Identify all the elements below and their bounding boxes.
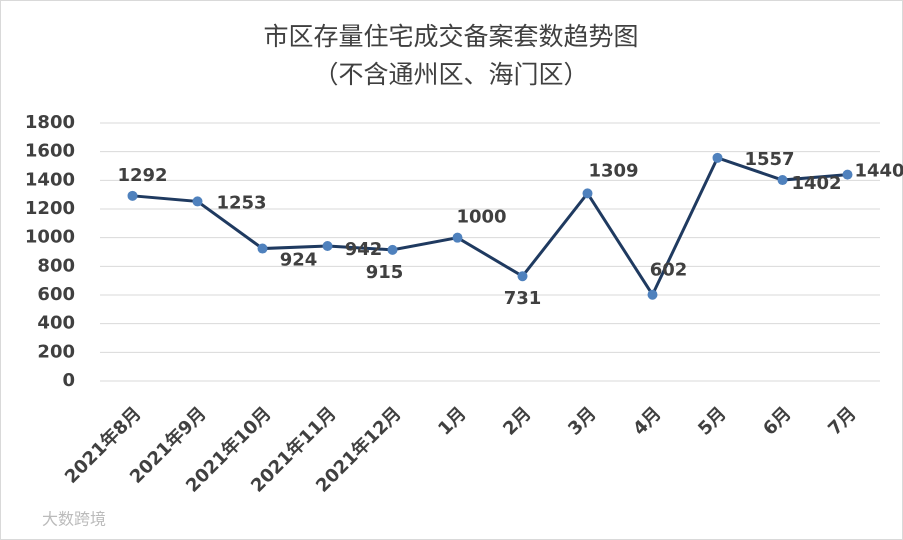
data-point [127, 190, 138, 201]
data-label: 915 [366, 262, 404, 283]
data-label: 1292 [117, 165, 167, 186]
data-point [452, 232, 463, 243]
data-line [132, 155, 848, 298]
data-label: 1557 [744, 149, 794, 170]
data-point [582, 188, 593, 199]
data-label: 924 [280, 250, 318, 271]
y-tick-label: 800 [37, 255, 75, 276]
data-point [387, 244, 398, 255]
y-tick-label: 0 [62, 370, 75, 391]
chart-title: 市区存量住宅成交备案套数趋势图 [263, 22, 638, 51]
chart-subtitle: （不含通州区、海门区） [313, 60, 588, 89]
data-point [322, 240, 333, 251]
data-label: 1440 [854, 161, 903, 182]
data-label: 1000 [456, 207, 506, 228]
data-label: 1309 [588, 160, 638, 181]
data-point [777, 175, 788, 186]
data-point [842, 169, 853, 180]
data-point [257, 243, 268, 254]
y-tick-label: 600 [37, 284, 75, 305]
data-point [712, 152, 723, 163]
y-tick-label: 1000 [25, 227, 75, 248]
data-label: 1402 [791, 173, 841, 194]
data-label: 942 [345, 239, 383, 260]
y-tick-label: 200 [37, 341, 75, 362]
y-tick-label: 400 [37, 313, 75, 334]
y-tick-label: 1400 [25, 169, 75, 190]
y-tick-label: 1800 [25, 112, 75, 133]
data-point [647, 289, 658, 300]
y-tick-label: 1600 [25, 141, 75, 162]
data-point [517, 271, 528, 282]
y-tick-label: 1200 [25, 198, 75, 219]
data-label: 1253 [216, 192, 266, 213]
data-point [192, 196, 203, 207]
data-label: 731 [504, 288, 542, 309]
watermark: 大数跨境 [42, 510, 106, 529]
data-label: 602 [650, 260, 688, 281]
